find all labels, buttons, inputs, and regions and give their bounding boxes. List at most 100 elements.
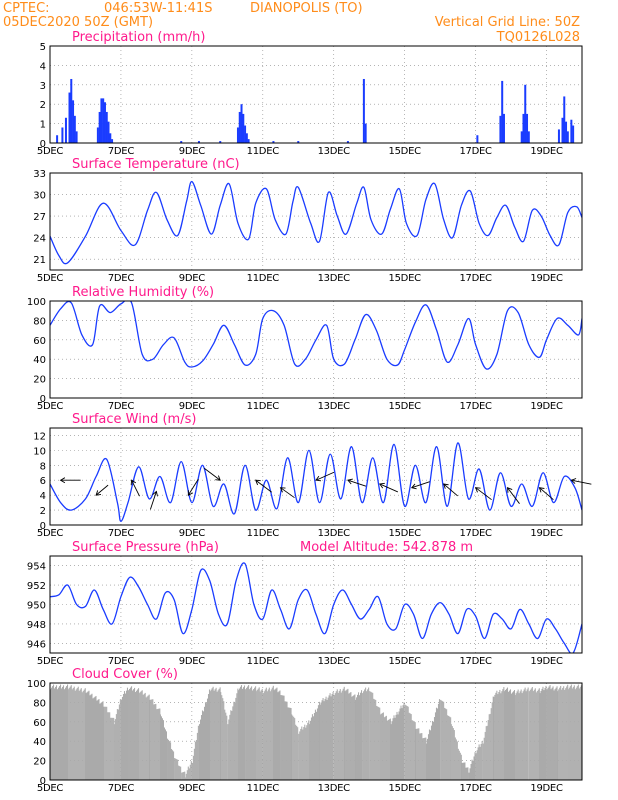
cloud-column bbox=[138, 688, 140, 780]
cloud-column bbox=[112, 717, 114, 780]
cloud-column bbox=[497, 694, 499, 780]
wind-arrow-head bbox=[347, 478, 353, 485]
cloud-column bbox=[57, 689, 59, 780]
cloud-column bbox=[262, 693, 264, 780]
cloud-column bbox=[308, 724, 310, 780]
precip-bar bbox=[109, 133, 112, 143]
cloud-column bbox=[173, 751, 175, 780]
y-tick-label: 0 bbox=[40, 776, 46, 787]
cloud-column bbox=[498, 691, 500, 780]
cloud-column bbox=[136, 690, 138, 780]
precip-bar bbox=[364, 123, 367, 143]
cloud-column bbox=[131, 686, 133, 780]
cloud-column bbox=[82, 690, 84, 780]
cloud-column bbox=[449, 716, 451, 780]
cloud-column bbox=[76, 688, 78, 780]
cloud-column bbox=[524, 687, 526, 780]
cloud-column bbox=[529, 689, 531, 780]
cloud-column bbox=[383, 717, 385, 780]
precip-bar bbox=[242, 113, 245, 143]
precip-bar bbox=[219, 141, 222, 143]
cloud-column bbox=[220, 692, 222, 780]
y-tick-label: 4 bbox=[40, 61, 46, 72]
cloud-column bbox=[378, 707, 380, 780]
cloud-column bbox=[292, 715, 294, 780]
cloud-column bbox=[567, 689, 569, 780]
x-tick-label: 13DEC bbox=[318, 528, 351, 539]
cloud-column bbox=[188, 768, 190, 780]
y-tick-label: 5 bbox=[40, 42, 46, 53]
y-tick-label: 60 bbox=[33, 336, 46, 347]
cloud-column bbox=[380, 713, 382, 780]
cloud-column bbox=[397, 714, 399, 780]
cloud-column bbox=[428, 729, 430, 780]
cloud-column bbox=[316, 708, 318, 780]
cloud-column bbox=[464, 762, 466, 780]
cloud-column bbox=[120, 699, 122, 780]
cloud-column bbox=[150, 699, 152, 780]
y-tick-label: 1 bbox=[40, 120, 46, 131]
wind-arrow-head bbox=[95, 490, 102, 496]
cloud-column bbox=[78, 690, 80, 780]
precip-bar bbox=[346, 141, 349, 143]
cloud-column bbox=[83, 689, 85, 780]
cloud-column bbox=[565, 688, 567, 780]
cloud-column bbox=[79, 689, 81, 780]
cloud-column bbox=[269, 691, 271, 780]
cloud-column bbox=[98, 699, 100, 780]
x-tick-label: 19DEC bbox=[530, 273, 563, 284]
cloud-column bbox=[450, 717, 452, 780]
x-tick-label: 11DEC bbox=[247, 783, 280, 794]
cloud-column bbox=[157, 708, 159, 780]
cloud-column bbox=[437, 703, 439, 780]
cloud-column bbox=[493, 696, 495, 780]
cloud-column bbox=[349, 692, 351, 780]
cloud-column bbox=[277, 692, 279, 780]
precip-bar bbox=[297, 141, 300, 143]
cloud-column bbox=[228, 719, 230, 780]
cloud-column bbox=[314, 709, 316, 780]
cloud-column bbox=[92, 698, 94, 780]
cloud-column bbox=[389, 718, 391, 780]
cloud-column bbox=[422, 738, 424, 780]
x-tick-label: 7DEC bbox=[108, 656, 134, 667]
cloud-column bbox=[255, 691, 257, 780]
cloud-column bbox=[393, 715, 395, 780]
cloud-column bbox=[202, 711, 205, 780]
x-tick-label: 5DEC bbox=[37, 783, 63, 794]
cloud-column bbox=[575, 687, 577, 780]
wind-arrow-shaft bbox=[411, 481, 430, 489]
cloud-column bbox=[167, 738, 169, 780]
cloud-column bbox=[408, 712, 410, 780]
cloud-column bbox=[578, 688, 580, 780]
cloud-column bbox=[237, 690, 240, 780]
cloud-column bbox=[365, 687, 367, 780]
cloud-column bbox=[113, 717, 115, 780]
cloud-column bbox=[354, 694, 356, 780]
cloud-column bbox=[280, 695, 282, 780]
cloud-column bbox=[572, 686, 574, 780]
y-tick-label: 27 bbox=[33, 212, 46, 223]
cloud-column bbox=[381, 713, 383, 780]
wind-arrow bbox=[149, 490, 158, 510]
cloud-column bbox=[567, 684, 569, 780]
cloud-column bbox=[323, 701, 325, 780]
cloud-column bbox=[484, 731, 486, 780]
cloud-column bbox=[454, 737, 456, 780]
cloud-column bbox=[58, 687, 60, 780]
cloud-column bbox=[62, 686, 64, 780]
y-tick-label: 100 bbox=[27, 297, 46, 308]
cloud-column bbox=[252, 690, 254, 780]
cloud-column bbox=[331, 694, 333, 780]
cloud-column bbox=[203, 706, 206, 780]
wind-arrow-shaft bbox=[507, 487, 520, 504]
cloud-column bbox=[413, 721, 415, 780]
cloud-column bbox=[545, 685, 547, 780]
cloud-column bbox=[224, 709, 226, 780]
y-tick-label: 954 bbox=[27, 562, 46, 573]
wind-arrow bbox=[443, 483, 458, 497]
cloud-column bbox=[126, 687, 128, 780]
cloud-column bbox=[156, 709, 158, 780]
cloud-column bbox=[364, 689, 366, 780]
